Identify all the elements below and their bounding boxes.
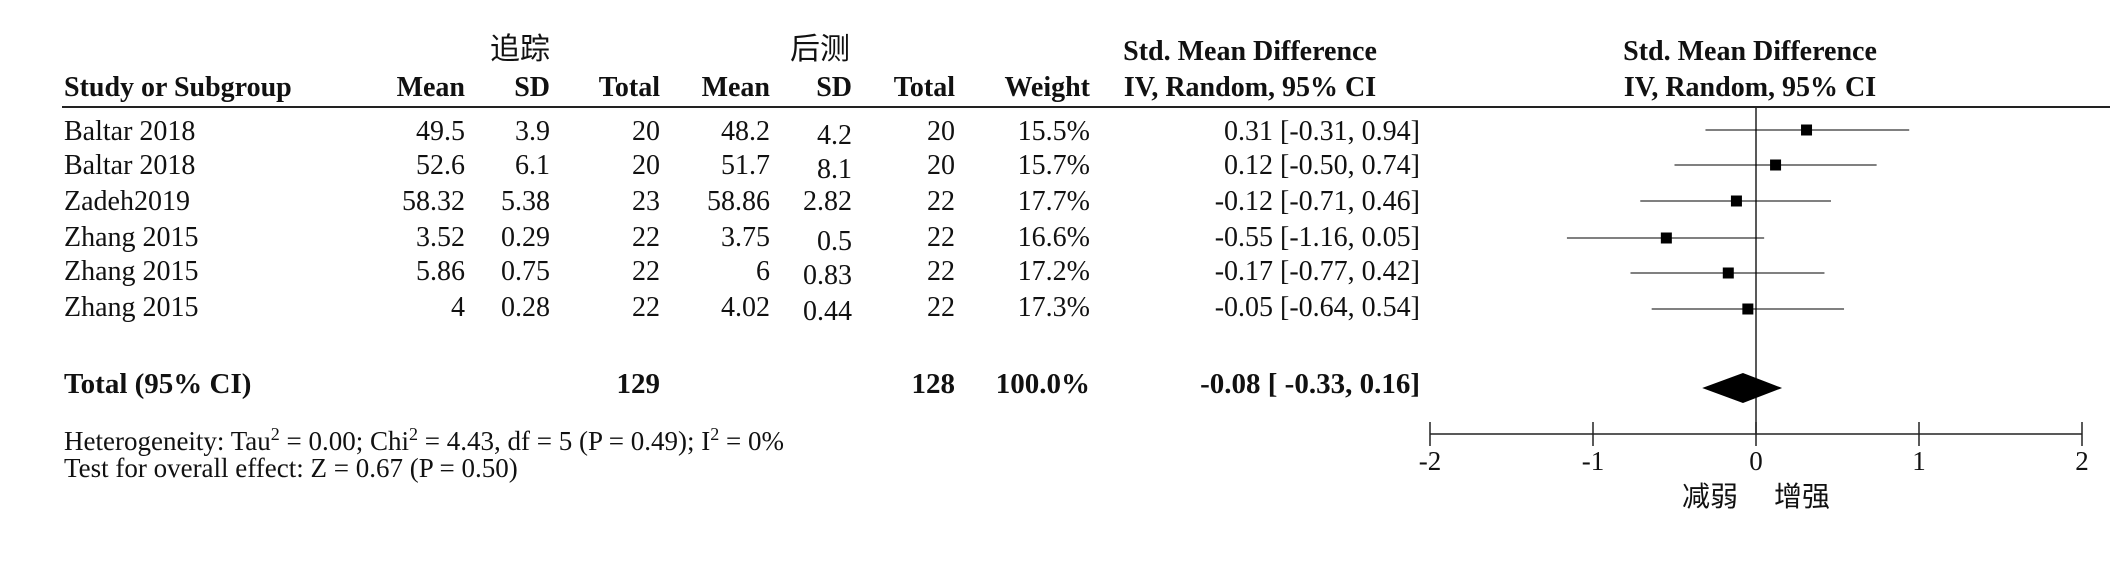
total-2: 22 [927,292,955,323]
sd-2: 4.2 [817,120,852,151]
effect-marker [1742,303,1754,315]
smd-ci: -0.17 [-0.77, 0.42] [1214,256,1420,287]
mean-2: 4.02 [721,292,770,323]
header-sd-1: SD [514,72,550,103]
x-tick-label: 1 [1912,446,1926,476]
plot-header-line1: Std. Mean Difference [1623,36,1877,67]
study-name: Zhang 2015 [64,292,199,323]
header-mean-2: Mean [701,72,770,103]
header-total-1: Total [598,72,660,103]
favours-left-label: 减弱 [1682,480,1738,513]
total-weight: 100.0% [995,368,1090,400]
total-ci: -0.08 [ -0.33, 0.16] [1200,368,1420,400]
smd-ci: 0.12 [-0.50, 0.74] [1224,150,1420,181]
sd-2: 0.44 [803,296,852,327]
favours-right-label: 增强 [1774,480,1830,513]
group-header-posttest: 后测 [790,32,850,67]
sd-1: 0.75 [501,256,550,287]
pooled-diamond [1702,373,1783,403]
mean-1: 58.32 [402,186,465,217]
mean-1: 3.52 [416,222,465,253]
x-tick-label: 0 [1749,446,1763,476]
smd-header-line1: Std. Mean Difference [1123,36,1377,67]
total-2: 20 [927,150,955,181]
sd-1: 0.28 [501,292,550,323]
total-1: 20 [632,116,660,147]
total-1: 23 [632,186,660,217]
header-weight: Weight [1004,72,1090,103]
total-2: 20 [927,116,955,147]
mean-2: 58.86 [707,186,770,217]
total-2: 22 [927,222,955,253]
total-1: 20 [632,150,660,181]
header-mean-1: Mean [396,72,465,103]
smd-header-line2: IV, Random, 95% CI [1123,72,1377,103]
overall-effect-test: Test for overall effect: Z = 0.67 (P = 0… [64,453,518,483]
effect-marker [1801,124,1813,136]
study-name: Baltar 2018 [64,150,196,181]
effect-marker [1730,195,1742,207]
study-name: Zhang 2015 [64,222,199,253]
smd-ci: -0.12 [-0.71, 0.46] [1214,186,1420,217]
header-study: Study or Subgroup [64,72,292,103]
mean-1: 4 [451,292,465,323]
smd-ci: -0.05 [-0.64, 0.54] [1214,292,1420,323]
plot-header-line2: IV, Random, 95% CI [1623,72,1877,103]
weight: 17.2% [1017,256,1090,287]
x-tick-label: 2 [2075,446,2089,476]
study-name: Baltar 2018 [64,116,196,147]
effect-marker [1770,159,1782,171]
mean-1: 49.5 [416,116,465,147]
smd-ci: -0.55 [-1.16, 0.05] [1214,222,1420,253]
weight: 17.7% [1017,186,1090,217]
mean-2: 3.75 [721,222,770,253]
sd-2: 8.1 [817,154,852,185]
total-1: 22 [632,292,660,323]
total-1: 22 [632,222,660,253]
mean-2: 48.2 [721,116,770,147]
total-1: 22 [632,256,660,287]
header-divider [62,106,2110,108]
header-sd-2: SD [816,72,852,103]
total-label: Total (95% CI) [64,368,252,400]
total-n-2: 128 [911,368,956,400]
study-name: Zhang 2015 [64,256,199,287]
x-tick-label: -1 [1582,446,1605,476]
mean-2: 51.7 [721,150,770,181]
weight: 17.3% [1017,292,1090,323]
total-n-1: 129 [616,368,661,400]
weight: 15.7% [1017,150,1090,181]
sd-1: 3.9 [515,116,550,147]
group-header-follow-up: 追踪 [490,32,550,67]
sd-2: 0.83 [803,260,852,291]
total-2: 22 [927,256,955,287]
x-tick-label: -2 [1419,446,1442,476]
header-total-2: Total [893,72,955,103]
mean-2: 6 [756,256,770,287]
sd-2: 2.82 [803,186,852,217]
weight: 15.5% [1017,116,1090,147]
study-name: Zadeh2019 [64,186,190,217]
sd-2: 0.5 [817,226,852,257]
heterogeneity-stats: Heterogeneity: Tau2 = 0.00; Chi2 = 4.43,… [64,424,784,456]
effect-marker [1660,232,1672,244]
mean-1: 5.86 [416,256,465,287]
total-2: 22 [927,186,955,217]
sd-1: 6.1 [515,150,550,181]
mean-1: 52.6 [416,150,465,181]
sd-1: 0.29 [501,222,550,253]
effect-marker [1722,267,1734,279]
smd-ci: 0.31 [-0.31, 0.94] [1224,116,1420,147]
sd-1: 5.38 [501,186,550,217]
weight: 16.6% [1017,222,1090,253]
